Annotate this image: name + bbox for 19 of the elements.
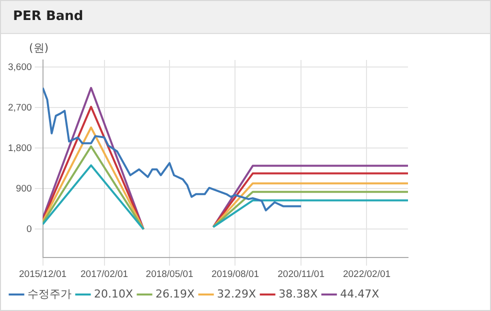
legend-label: 26.19X <box>156 287 196 300</box>
chart-title: PER Band <box>1 1 490 34</box>
x-tick-label: 2022/02/01 <box>342 268 391 280</box>
x-tick-label: 2018/05/01 <box>146 268 194 280</box>
y-tick-label: 900 <box>16 183 32 194</box>
legend-label: 20.10X <box>94 287 134 300</box>
x-tick-label: 2019/08/01 <box>211 268 260 280</box>
legend-label: 38.38X <box>278 287 318 300</box>
y-tick-label: 3,600 <box>8 62 32 73</box>
x-tick-label: 2020/11/01 <box>278 268 324 280</box>
legend-label: 수정주가 <box>28 287 72 300</box>
x-tick-label: 2015/12/01 <box>19 268 67 280</box>
y-tick-label: 0 <box>26 224 32 235</box>
legend-label: 44.47X <box>340 287 380 300</box>
y-tick-label: 2,700 <box>8 102 32 114</box>
y-axis-title: (원) <box>28 41 49 54</box>
legend-label: 32.29X <box>217 287 257 300</box>
x-tick-label: 2017/02/01 <box>80 268 128 280</box>
y-tick-label: 1,800 <box>8 142 32 154</box>
